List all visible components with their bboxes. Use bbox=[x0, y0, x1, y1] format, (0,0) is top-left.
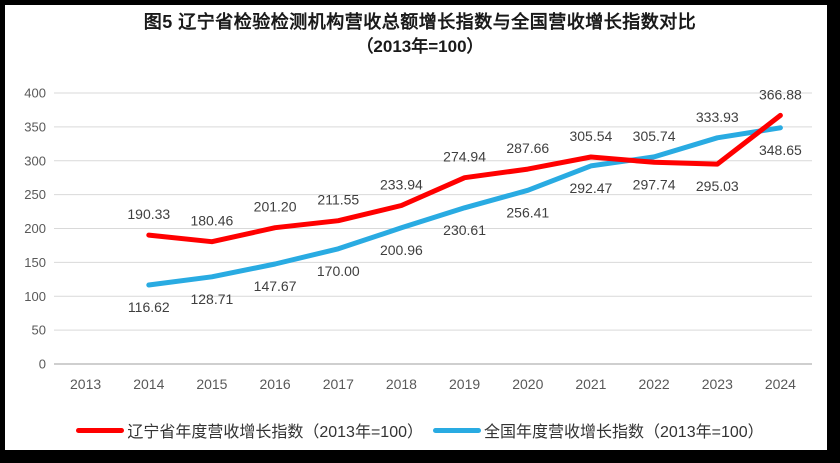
x-tick-label: 2015 bbox=[196, 376, 227, 392]
y-tick-label: 150 bbox=[24, 255, 46, 270]
data-label: 230.61 bbox=[443, 222, 486, 238]
series-line bbox=[146, 112, 783, 245]
chart-title-line2: （2013年=100） bbox=[356, 37, 484, 56]
data-label: 190.33 bbox=[127, 206, 170, 222]
legend-label-liaoning: 辽宁省年度营收增长指数（2013年=100） bbox=[127, 424, 423, 441]
x-tick-label: 2024 bbox=[765, 376, 796, 392]
x-tick-label: 2023 bbox=[702, 376, 733, 392]
y-tick-label: 300 bbox=[24, 153, 46, 168]
data-label: 200.96 bbox=[380, 242, 423, 258]
x-tick-label: 2019 bbox=[449, 376, 480, 392]
y-tick-label: 350 bbox=[24, 119, 46, 134]
data-label: 348.65 bbox=[759, 142, 802, 158]
x-tick-label: 2022 bbox=[639, 376, 670, 392]
y-tick-label: 50 bbox=[32, 323, 46, 338]
legend-item-liaoning: 辽宁省年度营收增长指数（2013年=100） bbox=[76, 418, 423, 442]
x-tick-label: 2018 bbox=[386, 376, 417, 392]
data-label: 297.74 bbox=[633, 176, 676, 192]
data-label: 305.54 bbox=[569, 128, 612, 144]
data-label: 116.62 bbox=[128, 299, 170, 315]
chart-plot-area: 0 50 100 150 200 250 300 350 400 2013 2014 2015 2016… bbox=[24, 86, 812, 392]
data-label: 333.93 bbox=[696, 109, 739, 125]
data-label: 295.03 bbox=[696, 178, 739, 194]
chart-title: 图5 辽宁省检验检测机构营收总额增长指数与全国营收增长指数对比 （2013年=1… bbox=[0, 10, 840, 58]
x-tick-label: 2020 bbox=[512, 376, 543, 392]
legend-label-national: 全国年度营收增长指数（2013年=100） bbox=[484, 424, 764, 441]
x-tick-label: 2013 bbox=[70, 376, 101, 392]
y-tick-label: 100 bbox=[24, 289, 46, 304]
data-label: 201.20 bbox=[254, 199, 297, 215]
data-label: 292.47 bbox=[569, 180, 612, 196]
y-tick-label: 250 bbox=[24, 187, 46, 202]
legend-line-swatch-blue bbox=[433, 427, 481, 433]
data-label: 170.00 bbox=[317, 263, 360, 279]
data-label: 180.46 bbox=[190, 213, 233, 229]
data-label: 287.66 bbox=[506, 140, 549, 156]
data-label: 256.41 bbox=[506, 204, 549, 220]
data-label: 366.88 bbox=[759, 86, 802, 102]
data-label: 233.94 bbox=[380, 177, 423, 193]
legend-item-national: 全国年度营收增长指数（2013年=100） bbox=[433, 418, 764, 442]
x-tick-label: 2014 bbox=[133, 376, 164, 392]
legend: 辽宁省年度营收增长指数（2013年=100） 全国年度营收增长指数（2013年=… bbox=[0, 417, 840, 443]
chart-title-line1: 图5 辽宁省检验检测机构营收总额增长指数与全国营收增长指数对比 bbox=[143, 12, 697, 32]
x-tick-label: 2017 bbox=[323, 376, 354, 392]
x-tick-label: 2016 bbox=[260, 376, 291, 392]
data-label: 305.74 bbox=[633, 128, 676, 144]
legend-line-swatch-red bbox=[76, 427, 125, 433]
y-tick-label: 200 bbox=[24, 221, 46, 236]
y-tick-label: 0 bbox=[39, 357, 46, 372]
data-label: 147.67 bbox=[254, 278, 297, 294]
data-label: 128.71 bbox=[190, 291, 233, 307]
data-label: 211.55 bbox=[317, 192, 359, 208]
x-tick-label: 2021 bbox=[575, 376, 606, 392]
data-label: 274.94 bbox=[443, 149, 486, 165]
series-line bbox=[146, 125, 783, 288]
y-tick-label: 400 bbox=[24, 86, 46, 101]
